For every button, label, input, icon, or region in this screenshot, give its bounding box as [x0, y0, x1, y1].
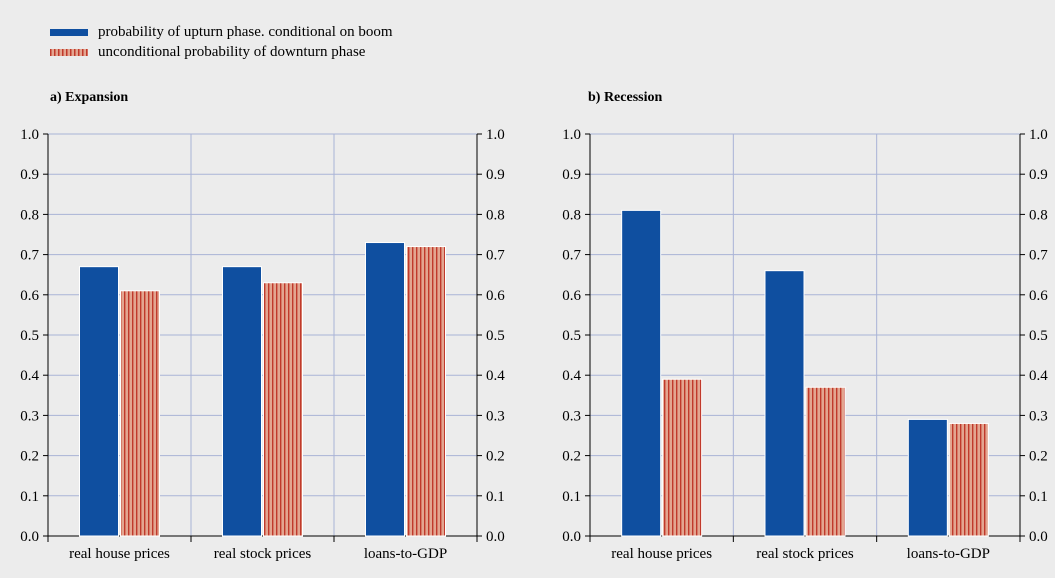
bar-upturn: [365, 242, 405, 537]
legend-label-upturn: probability of upturn phase. conditional…: [98, 23, 393, 40]
panel-title-expansion: a) Expansion: [50, 90, 129, 105]
bar-downturn: [805, 386, 846, 537]
y-tick-label-right: 1.0: [1029, 127, 1048, 143]
y-tick-label-left: 0.9: [20, 167, 39, 183]
x-tick-label: real stock prices: [756, 546, 854, 562]
y-tick-label-right: 0.0: [1029, 529, 1048, 545]
y-tick-label-right: 0.5: [1029, 328, 1048, 344]
x-tick-label: loans-to-GDP: [907, 546, 990, 562]
y-tick-label-left: 0.6: [562, 288, 581, 304]
y-tick-label-left: 0.3: [562, 408, 581, 424]
y-tick-label-left: 0.8: [562, 207, 581, 223]
y-tick-label-left: 0.1: [20, 489, 39, 505]
bar-downturn: [948, 422, 989, 537]
y-tick-label-right: 0.8: [486, 207, 505, 223]
y-tick-label-left: 0.1: [562, 489, 581, 505]
y-tick-label-right: 0.4: [1029, 368, 1048, 384]
bar-upturn: [764, 270, 805, 537]
y-tick-label-right: 0.7: [486, 248, 505, 264]
y-tick-label-right: 0.1: [486, 489, 505, 505]
y-tick-label-left: 1.0: [562, 127, 581, 143]
y-tick-label-right: 0.3: [486, 408, 505, 424]
y-tick-label-left: 0.8: [20, 207, 39, 223]
bar-downturn: [662, 378, 703, 537]
chart-legend: probability of upturn phase. conditional…: [50, 22, 393, 62]
y-tick-label-right: 0.9: [486, 167, 505, 183]
bar-downturn: [406, 246, 446, 537]
bar-downturn: [120, 290, 160, 537]
bar-upturn: [621, 209, 662, 537]
y-tick-label-right: 0.7: [1029, 248, 1048, 264]
y-tick-label-right: 0.4: [486, 368, 505, 384]
y-tick-label-right: 0.9: [1029, 167, 1048, 183]
panel-title-recession: b) Recession: [588, 90, 663, 105]
legend-item-upturn: probability of upturn phase. conditional…: [50, 22, 393, 42]
y-tick-label-right: 0.2: [1029, 449, 1048, 465]
y-tick-label-left: 0.2: [20, 449, 39, 465]
x-tick-label: real house prices: [69, 546, 170, 562]
y-tick-label-left: 0.4: [20, 368, 39, 384]
x-tick-label: real house prices: [611, 546, 712, 562]
y-tick-label-left: 0.7: [562, 248, 581, 264]
y-tick-label-left: 0.7: [20, 248, 39, 264]
y-tick-label-right: 1.0: [486, 127, 505, 143]
bar-upturn: [79, 266, 119, 537]
x-tick-label: real stock prices: [214, 546, 312, 562]
y-tick-label-left: 1.0: [20, 127, 39, 143]
legend-label-downturn: unconditional probability of downturn ph…: [98, 43, 366, 60]
y-tick-label-right: 0.0: [486, 529, 505, 545]
legend-item-downturn: unconditional probability of downturn ph…: [50, 42, 393, 62]
y-tick-label-left: 0.0: [20, 529, 39, 545]
y-tick-label-left: 0.2: [562, 449, 581, 465]
y-tick-label-right: 0.3: [1029, 408, 1048, 424]
legend-swatch-blue: [50, 28, 88, 36]
y-tick-label-left: 0.9: [562, 167, 581, 183]
x-tick-label: loans-to-GDP: [364, 546, 447, 562]
y-tick-label-right: 0.5: [486, 328, 505, 344]
y-tick-label-right: 0.2: [486, 449, 505, 465]
y-tick-label-left: 0.5: [562, 328, 581, 344]
bar-upturn: [222, 266, 262, 537]
y-tick-label-right: 0.6: [486, 288, 505, 304]
legend-swatch-striped: [50, 48, 88, 56]
bar-downturn: [263, 282, 303, 537]
y-tick-label-left: 0.6: [20, 288, 39, 304]
y-tick-label-left: 0.3: [20, 408, 39, 424]
y-tick-label-right: 0.8: [1029, 207, 1048, 223]
bar-upturn: [907, 418, 948, 537]
y-tick-label-right: 0.1: [1029, 489, 1048, 505]
y-tick-label-left: 0.5: [20, 328, 39, 344]
y-tick-label-left: 0.4: [562, 368, 581, 384]
y-tick-label-left: 0.0: [562, 529, 581, 545]
y-tick-label-right: 0.6: [1029, 288, 1048, 304]
